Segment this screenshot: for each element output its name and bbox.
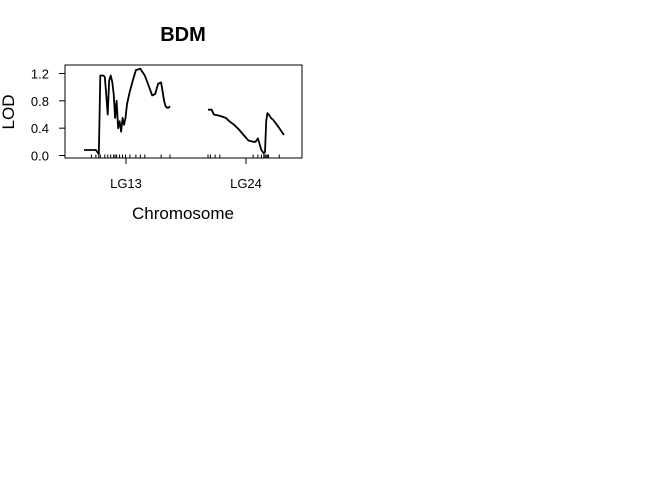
y-tick-label: 0.4 — [31, 121, 49, 136]
plot-frame — [64, 64, 303, 159]
lod-line-lg24 — [208, 108, 285, 155]
x-axis: LG13 LG24 — [110, 158, 262, 191]
x-tick-label-lg13: LG13 — [110, 176, 142, 191]
y-axis: 0.0 0.4 0.8 1.2 — [31, 67, 65, 164]
lod-line-lg13 — [84, 67, 171, 156]
y-tick-label: 0.0 — [31, 149, 49, 164]
lod-curves — [84, 67, 285, 156]
chart-title: BDM — [160, 24, 206, 46]
x-axis-label: Chromosome — [132, 204, 234, 223]
y-tick-label: 1.2 — [31, 67, 49, 82]
y-axis-label: LOD — [0, 95, 18, 130]
marker-rug — [90, 154, 280, 158]
y-tick-label: 0.8 — [31, 94, 49, 109]
x-tick-label-lg24: LG24 — [230, 176, 262, 191]
